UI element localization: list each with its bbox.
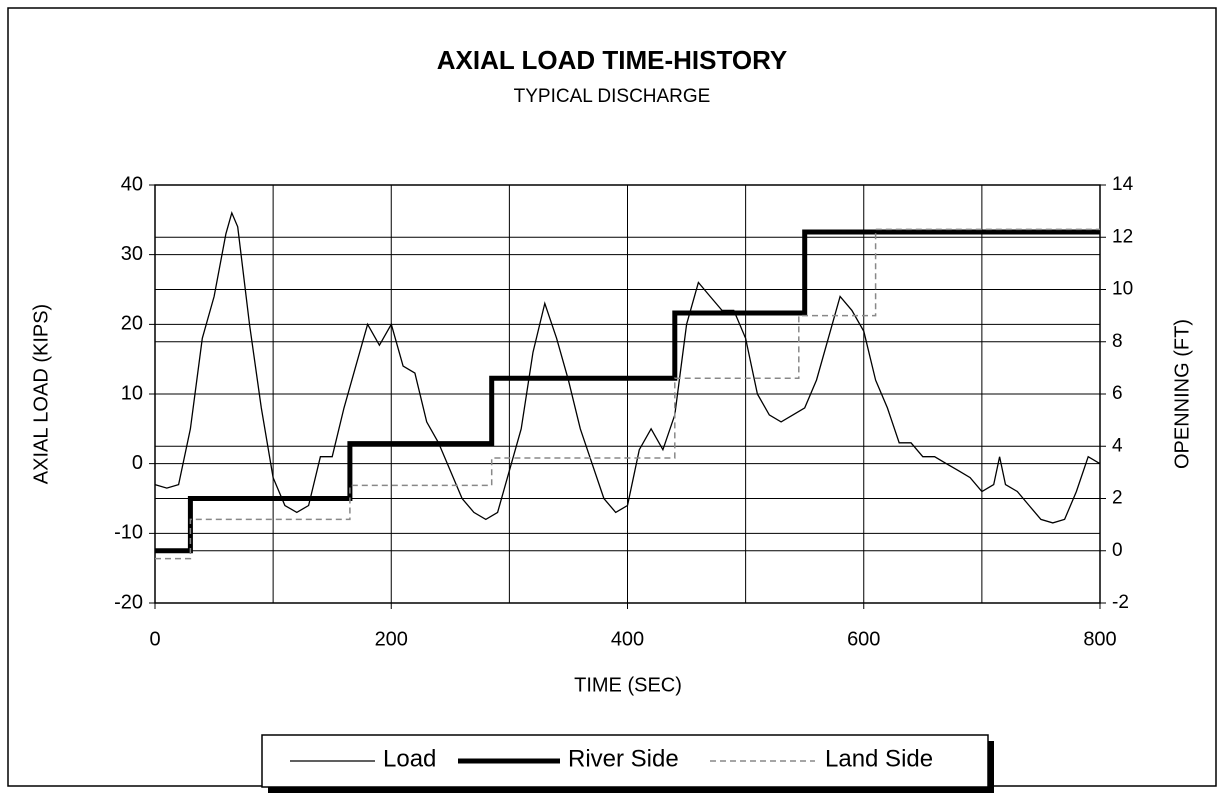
chart-subtitle: TYPICAL DISCHARGE	[514, 86, 711, 107]
x-tick-label: 800	[1083, 628, 1116, 650]
y-axis-label: AXIAL LOAD (KIPS)	[30, 304, 52, 484]
y-tick-label: 10	[121, 382, 143, 404]
y2-tick-label: 10	[1112, 279, 1133, 300]
y2-tick-label: 4	[1112, 435, 1123, 456]
legend-label: Land Side	[825, 745, 933, 772]
y2-axis-label: OPENNING (FT)	[1171, 319, 1193, 469]
y2-tick-label: 14	[1112, 174, 1134, 195]
legend	[261, 734, 989, 788]
y2-tick-label: 8	[1112, 331, 1123, 352]
legend-label: River Side	[568, 745, 679, 772]
y2-tick-label: 12	[1112, 226, 1133, 247]
y-tick-label: 40	[121, 173, 143, 195]
x-tick-label: 600	[847, 628, 880, 650]
x-tick-label: 400	[611, 628, 644, 650]
plot-area	[154, 184, 1101, 604]
x-tick-label: 200	[375, 628, 408, 650]
series-line	[155, 228, 1100, 560]
x-axis-label: TIME (SEC)	[574, 674, 682, 696]
x-tick-label: 0	[149, 628, 160, 650]
y-tick-label: -20	[114, 591, 143, 613]
y2-tick-label: 0	[1112, 540, 1123, 561]
frame	[7, 7, 1217, 787]
y-tick-label: 20	[121, 313, 143, 335]
series-line	[155, 229, 1100, 554]
y-tick-label: 30	[121, 243, 143, 265]
y2-tick-label: 2	[1112, 488, 1123, 509]
y-tick-label: -10	[114, 522, 143, 544]
chart-title: AXIAL LOAD TIME-HISTORY	[437, 45, 788, 75]
y2-tick-label: 6	[1112, 383, 1123, 404]
y2-tick-label: -2	[1112, 592, 1129, 613]
y-tick-label: 0	[132, 452, 143, 474]
legend-label: Load	[383, 745, 436, 772]
series-line	[154, 210, 1101, 524]
